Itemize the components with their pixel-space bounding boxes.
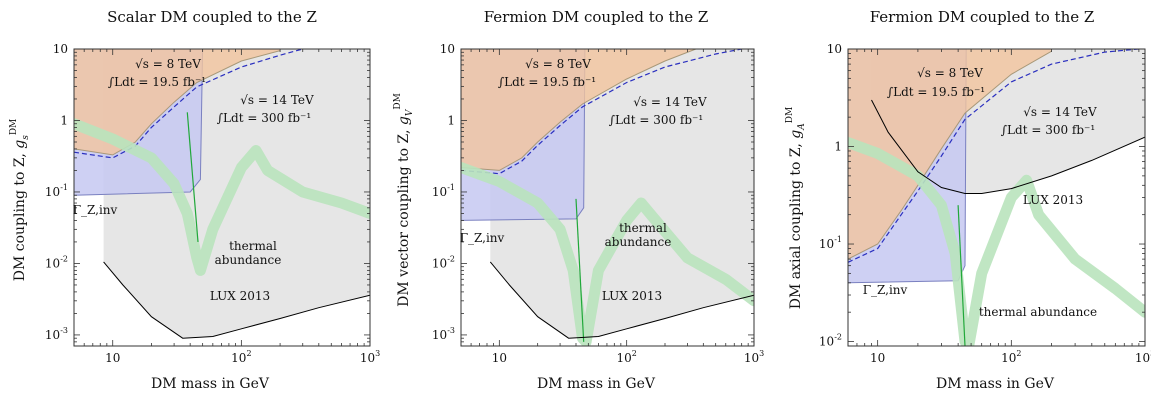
lhc-8tev-excluded-region	[848, 49, 1052, 260]
plot-area	[848, 49, 1145, 346]
lhc-8tev-boundary	[74, 50, 281, 156]
x-tick-label: 10	[105, 351, 120, 365]
y-tick-label: 1	[834, 140, 842, 154]
lux-2013-curve	[489, 261, 754, 339]
x-tick-label: 102	[231, 349, 251, 365]
y-tick-label: 10-1	[819, 235, 842, 251]
panel-fermion-vector: Fermion DM coupled to the Z 10 102 103 10-3…	[384, 0, 768, 401]
thermal-abundance-band	[848, 137, 1145, 346]
chart-title: Fermion DM coupled to the Z	[484, 8, 709, 26]
lhc-8tev-boundary	[461, 49, 697, 171]
annotation-label: ∫Ldt = 300 fb⁻¹	[217, 111, 311, 125]
lux-2013-curve	[871, 99, 1145, 194]
x-tick-label: 103	[744, 349, 764, 365]
annotation-label: √s = 14 TeV	[1023, 105, 1097, 119]
annotation-label: thermal	[229, 239, 277, 253]
x-tick-label: 103	[1135, 349, 1151, 365]
annotation-label: LUX 2013	[1023, 193, 1083, 207]
annotation-label: ∫Ldt = 19.5 fb⁻¹	[108, 75, 206, 89]
lhc-8tev-boundary	[848, 50, 1052, 260]
x-tick-label: 102	[616, 349, 636, 365]
plot-frame	[73, 48, 371, 347]
annotation-label: √s = 14 TeV	[240, 93, 314, 107]
plot-area	[74, 49, 370, 339]
y-tick-label: 10-2	[45, 254, 68, 270]
annotation-label: LUX 2013	[602, 289, 662, 303]
lhc-14tev-projection-line	[461, 49, 742, 175]
annotation-label: LUX 2013	[210, 289, 270, 303]
x-axis-label: DM mass in GeV	[936, 376, 1055, 392]
chart-title: Fermion DM coupled to the Z	[870, 8, 1095, 26]
y-tick-label: 10-1	[45, 183, 68, 199]
annotation-label: Γ_Z,inv	[460, 231, 505, 245]
annotation-label: Γ_Z,inv	[863, 283, 908, 297]
chart-title: Scalar DM coupled to the Z	[107, 8, 317, 26]
y-axis-label: DM vector coupling to Z, gVDM	[393, 93, 415, 307]
thermal-abundance-band	[74, 118, 370, 276]
chart-scalar-dm: Scalar DM coupled to the Z 10 102 103 10-3 1…	[9, 8, 380, 392]
y-tick-label: 10-3	[432, 326, 455, 342]
panel-scalar: Scalar DM coupled to the Z 10 102 103 10-3 1…	[0, 0, 384, 401]
lhc-14tev-projection-line	[74, 49, 303, 159]
annotation-label: ∫Ldt = 300 fb⁻¹	[1001, 123, 1095, 137]
green-annihilation-line	[186, 112, 199, 242]
y-tick-label: 10	[53, 42, 68, 56]
panel-fermion-axial: Fermion DM coupled to the Z 10 102 103 10-2…	[768, 0, 1151, 401]
y-tick-label: 10	[440, 42, 455, 56]
y-tick-label: 1	[60, 113, 68, 127]
y-tick-label: 1	[447, 113, 455, 127]
green-annihilation-line	[957, 205, 966, 346]
annotation-label: ∫Ldt = 19.5 fb⁻¹	[498, 75, 596, 89]
y-tick-label: 10-3	[45, 326, 68, 342]
annotation-label: abundance	[605, 235, 672, 249]
annotation-label: abundance	[215, 253, 282, 267]
green-annihilation-line	[575, 198, 585, 342]
x-axis-label: DM mass in GeV	[537, 376, 656, 392]
y-tick-label: 10-2	[819, 333, 842, 349]
y-axis-label: DM coupling to Z, gsDM	[9, 119, 31, 282]
annotation-label: Γ_Z,inv	[73, 203, 118, 217]
annotation-label: ∫Ldt = 19.5 fb⁻¹	[887, 85, 985, 99]
annotation-label: √s = 8 TeV	[917, 66, 983, 80]
chart-fermion-vector: Fermion DM coupled to the Z 10 102 103 10-3…	[393, 8, 764, 392]
annotation-label: thermal abundance	[979, 305, 1097, 319]
annotation-label: ∫Ldt = 300 fb⁻¹	[609, 113, 703, 127]
zinv-boundary-line	[74, 49, 204, 196]
thermal-abundance-band	[461, 162, 754, 346]
y-tick-label: 10-1	[432, 183, 455, 199]
lhc-8tev-excluded-region	[74, 49, 281, 155]
annotation-label: √s = 8 TeV	[135, 57, 201, 71]
annotation-label: √s = 8 TeV	[525, 57, 591, 71]
y-tick-label: 10-2	[432, 254, 455, 270]
y-tick-label: 10	[827, 42, 842, 56]
x-axis-label: DM mass in GeV	[151, 376, 270, 392]
annotation-label: √s = 14 TeV	[633, 95, 707, 109]
plot-frame	[460, 48, 755, 347]
zinv-boundary-line	[461, 49, 586, 221]
x-tick-label: 10	[492, 351, 507, 365]
x-tick-label: 10	[870, 351, 885, 365]
lhc-8tev-excluded-region	[461, 49, 696, 171]
x-tick-label: 102	[1001, 349, 1021, 365]
y-axis-label: DM axial coupling to Z, gADM	[785, 107, 807, 309]
x-tick-label: 103	[360, 349, 380, 365]
lux-2013-curve	[103, 261, 370, 339]
plot-area	[461, 49, 754, 346]
annotation-label: thermal	[619, 221, 667, 235]
chart-fermion-axial: Fermion DM coupled to the Z 10 102 103 10-2…	[785, 8, 1151, 392]
